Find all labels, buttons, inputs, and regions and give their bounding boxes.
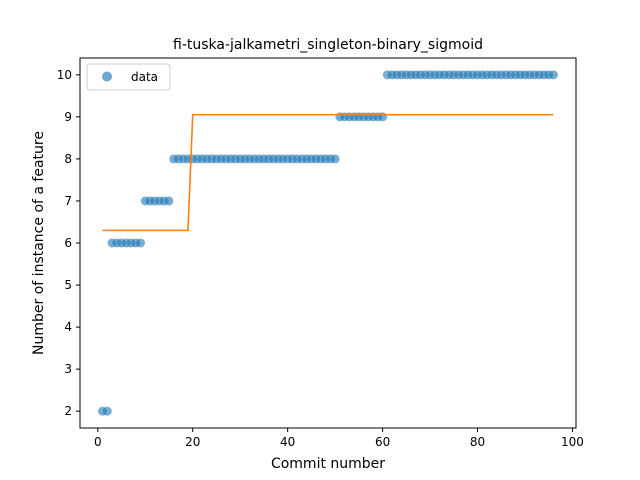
x-tick-label: 20 (185, 435, 200, 449)
x-tick-label: 100 (561, 435, 584, 449)
y-axis-label: Number of instance of a feature (31, 131, 47, 355)
plot-frame (79, 57, 577, 429)
x-tick-label: 0 (94, 435, 102, 449)
y-tick-label: 6 (64, 236, 72, 250)
data-point (378, 112, 388, 122)
legend-marker (102, 71, 112, 82)
legend-label: data (131, 70, 158, 84)
chart-title: fi-tuska-jalkametri_singleton-binary_sig… (173, 37, 483, 53)
sigmoid-fit-line (102, 113, 554, 232)
data-point (102, 406, 112, 416)
y-tick-label: 2 (64, 404, 72, 418)
y-tick-label: 9 (64, 110, 72, 124)
y-axis-ticks: 2 3 4 5 6 7 8 9 10 (57, 68, 80, 418)
y-tick-label: 8 (64, 152, 72, 166)
data-point (164, 196, 174, 206)
y-tick-label: 10 (57, 68, 72, 82)
x-axis-label: Commit number (271, 456, 385, 472)
data-point (136, 238, 146, 248)
y-tick-label: 4 (64, 320, 72, 334)
y-tick-label: 3 (64, 362, 72, 376)
legend-box (86, 63, 171, 91)
y-tick-label: 5 (64, 278, 72, 292)
y-tick-label: 7 (64, 194, 72, 208)
x-axis-ticks: 0 20 40 60 80 100 (94, 428, 584, 449)
series-layer (98, 70, 558, 416)
x-tick-label: 60 (375, 435, 390, 449)
data-point (330, 154, 340, 164)
x-tick-label: 80 (470, 435, 485, 449)
x-tick-label: 40 (280, 435, 295, 449)
legend: data (86, 63, 171, 91)
data-point (548, 70, 558, 80)
